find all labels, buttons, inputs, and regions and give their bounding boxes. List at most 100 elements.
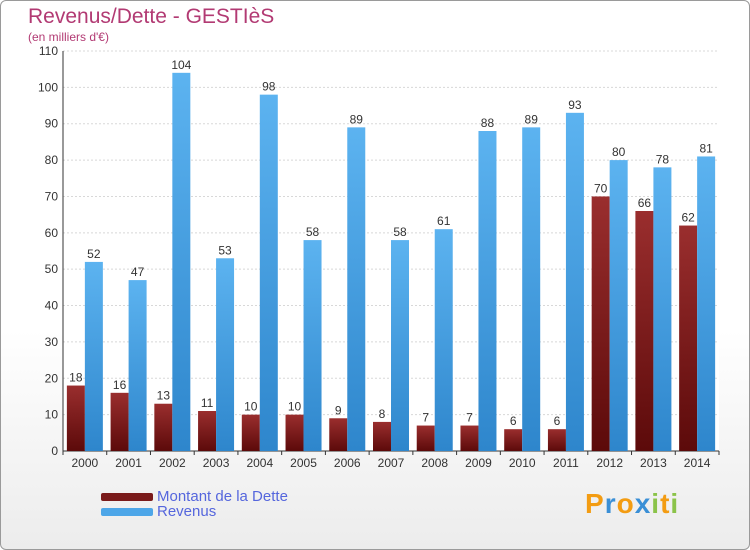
y-tick-label: 80	[45, 153, 59, 167]
x-tick-label: 2001	[115, 456, 142, 470]
y-tick-label: 10	[45, 408, 59, 422]
legend-label-debt: Montant de la Dette	[157, 488, 288, 505]
data-label: 62	[681, 211, 695, 225]
bar-debt	[154, 403, 173, 451]
x-tick-label: 2006	[334, 456, 361, 470]
data-label: 18	[69, 371, 83, 385]
y-tick-label: 0	[51, 444, 58, 458]
data-label: 47	[131, 265, 145, 279]
x-tick-label: 2007	[378, 456, 405, 470]
y-tick-label: 100	[38, 80, 58, 94]
bar-debt	[547, 429, 566, 451]
bar-debt	[110, 392, 129, 451]
bar-debt	[329, 418, 348, 451]
x-tick-label: 2014	[684, 456, 711, 470]
data-label: 10	[288, 400, 302, 414]
bar-debt	[460, 425, 479, 451]
legend-item-debt: Montant de la Dette	[101, 488, 288, 505]
y-tick-label: 30	[45, 335, 59, 349]
bar-revenue	[216, 258, 235, 451]
data-label: 89	[350, 112, 364, 126]
bar-revenue	[522, 127, 541, 451]
data-label: 13	[157, 389, 171, 403]
x-tick-label: 2005	[290, 456, 317, 470]
bar-revenue	[478, 131, 497, 451]
bar-debt	[635, 211, 654, 451]
bar-revenue	[697, 156, 716, 452]
x-tick-label: 2009	[465, 456, 492, 470]
bar-debt	[241, 414, 260, 451]
x-tick-label: 2002	[159, 456, 186, 470]
chart-title: Revenus/Dette - GESTIèS	[28, 5, 275, 28]
data-label: 80	[612, 145, 626, 159]
proxiti-logo: Proxiti	[585, 488, 679, 520]
data-label: 8	[379, 407, 386, 421]
data-label: 58	[393, 225, 407, 239]
logo-letter: o	[616, 488, 635, 519]
data-label: 11	[201, 396, 214, 410]
data-label: 58	[306, 225, 320, 239]
data-label: 10	[244, 400, 258, 414]
legend: Montant de la Dette Revenus	[101, 488, 288, 520]
bar-debt	[198, 411, 217, 451]
bar-debt	[416, 425, 435, 451]
y-tick-label: 20	[45, 371, 59, 385]
bar-revenue	[653, 167, 672, 451]
bar-revenue	[128, 280, 147, 451]
bar-debt	[591, 196, 610, 451]
y-tick-label: 110	[39, 44, 58, 58]
legend-swatch-revenue	[101, 507, 153, 516]
bar-debt	[285, 414, 304, 451]
logo-letter: P	[585, 488, 605, 519]
bar-chart: 0 10 20 30 40 50 60 70 80 90 100 110 2000 18 52 2001 16 4…	[38, 44, 720, 470]
data-label: 6	[510, 414, 517, 428]
x-tick-label: 2003	[203, 456, 230, 470]
logo-letter: r	[604, 488, 617, 519]
data-label: 7	[422, 411, 429, 425]
y-tick-label: 50	[45, 262, 59, 276]
logo-letter: t	[660, 488, 671, 519]
bar-revenue	[609, 160, 628, 451]
data-label: 66	[638, 196, 652, 210]
legend-swatch-debt	[101, 492, 153, 501]
data-label: 70	[594, 181, 608, 195]
logo-letter: i	[670, 488, 680, 519]
bar-revenue	[434, 229, 453, 451]
bar-debt	[66, 385, 85, 451]
x-tick-label: 2008	[421, 456, 448, 470]
data-label: 53	[218, 243, 232, 257]
data-label: 78	[656, 152, 670, 166]
logo-letter: i	[651, 488, 661, 519]
x-tick-label: 2010	[509, 456, 536, 470]
data-label: 89	[525, 112, 539, 126]
data-label: 88	[481, 116, 495, 130]
x-tick-label: 2000	[72, 456, 99, 470]
x-tick-label: 2013	[640, 456, 667, 470]
data-label: 9	[335, 403, 342, 417]
bar-revenue	[347, 127, 366, 451]
y-tick-label: 40	[45, 299, 59, 313]
legend-label-revenue: Revenus	[157, 503, 217, 520]
data-label: 98	[262, 80, 276, 94]
data-label: 6	[554, 414, 561, 428]
legend-item-revenue: Revenus	[101, 503, 288, 520]
data-label: 81	[699, 141, 713, 155]
logo-letter: x	[634, 488, 652, 519]
bar-revenue	[303, 240, 322, 451]
x-tick-label: 2004	[246, 456, 273, 470]
y-tick-label: 70	[45, 189, 59, 203]
bar-revenue	[84, 261, 103, 451]
bar-revenue	[391, 240, 409, 451]
bar-debt	[504, 429, 523, 451]
bar-debt	[679, 225, 698, 451]
bar-revenue	[259, 94, 278, 452]
bar-debt	[373, 421, 391, 451]
chart-subtitle: (en milliers d'€)	[28, 30, 109, 44]
data-label: 52	[87, 247, 101, 261]
y-tick-label: 90	[45, 117, 59, 131]
x-tick-label: 2012	[596, 456, 623, 470]
data-label: 61	[437, 214, 451, 228]
data-label: 104	[171, 58, 191, 72]
bar-revenue	[565, 112, 584, 452]
